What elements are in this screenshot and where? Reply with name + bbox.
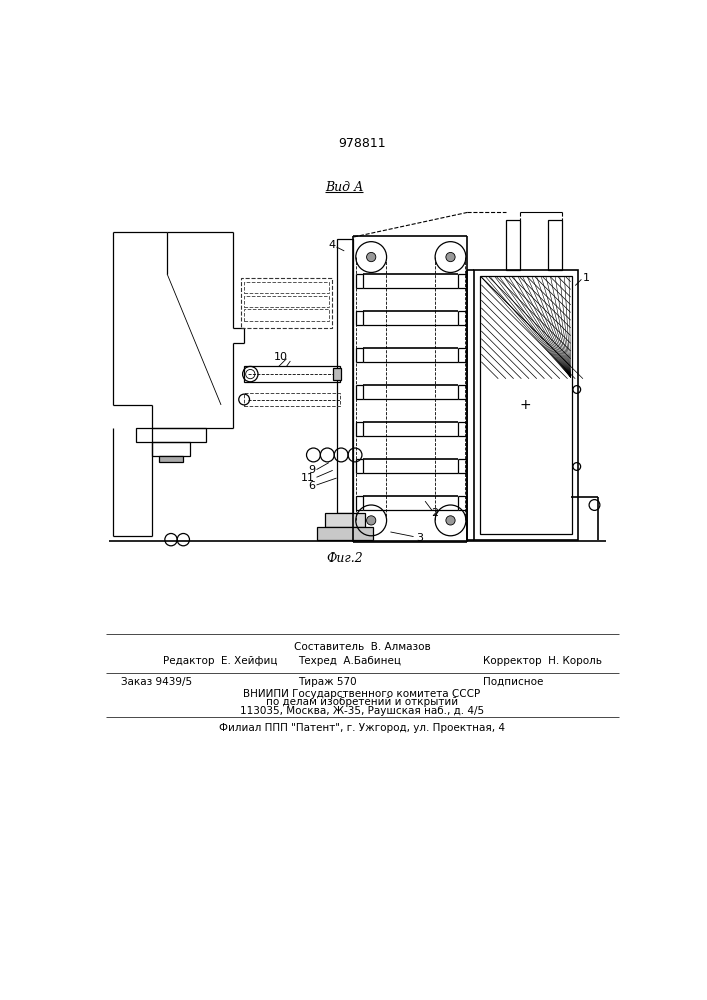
Bar bbox=[244, 296, 329, 307]
Bar bbox=[241, 278, 332, 328]
Bar bbox=[244, 282, 329, 293]
Text: Заказ 9439/5: Заказ 9439/5 bbox=[121, 677, 192, 687]
Circle shape bbox=[366, 516, 376, 525]
Circle shape bbox=[446, 252, 455, 262]
Bar bbox=[480, 276, 572, 534]
Bar bbox=[244, 393, 340, 406]
Text: Составитель  В. Алмазов: Составитель В. Алмазов bbox=[293, 642, 431, 652]
Bar bbox=[506, 220, 520, 270]
Text: 2: 2 bbox=[431, 508, 438, 518]
Text: 113035, Москва, Ж-35, Раушская наб., д. 4/5: 113035, Москва, Ж-35, Раушская наб., д. … bbox=[240, 706, 484, 716]
Bar bbox=[136, 428, 206, 442]
Text: Подписное: Подписное bbox=[483, 677, 543, 687]
Text: 9: 9 bbox=[308, 465, 315, 475]
Text: 3: 3 bbox=[416, 533, 423, 543]
Text: Филиал ППП "Патент", г. Ужгород, ул. Проектная, 4: Филиал ППП "Патент", г. Ужгород, ул. Про… bbox=[219, 723, 505, 733]
Text: Фиг.2: Фиг.2 bbox=[326, 552, 363, 565]
Circle shape bbox=[446, 516, 455, 525]
Bar bbox=[152, 442, 190, 456]
Text: 1: 1 bbox=[583, 273, 590, 283]
Text: Тираж 570: Тираж 570 bbox=[298, 677, 356, 687]
Bar bbox=[325, 513, 365, 527]
Text: по делам изобретений и открытий: по делам изобретений и открытий bbox=[266, 697, 458, 707]
Text: 978811: 978811 bbox=[338, 137, 386, 150]
Text: 6: 6 bbox=[308, 481, 315, 491]
Circle shape bbox=[366, 252, 376, 262]
Bar bbox=[549, 220, 562, 270]
Text: Редактор  Е. Хейфиц: Редактор Е. Хейфиц bbox=[163, 656, 278, 666]
Bar bbox=[244, 366, 340, 382]
Text: Техред  А.Бабинец: Техред А.Бабинец bbox=[298, 656, 401, 666]
Bar bbox=[334, 368, 341, 380]
Text: 4: 4 bbox=[328, 240, 336, 250]
Bar bbox=[317, 527, 373, 540]
Text: 11: 11 bbox=[301, 473, 315, 483]
Text: 10: 10 bbox=[274, 352, 288, 362]
Text: Вид А: Вид А bbox=[325, 181, 363, 194]
Text: Корректор  Н. Король: Корректор Н. Король bbox=[483, 656, 602, 666]
Text: ВНИИПИ Государственного комитета СССР: ВНИИПИ Государственного комитета СССР bbox=[243, 689, 481, 699]
Bar bbox=[474, 270, 578, 540]
Bar bbox=[337, 239, 354, 513]
Bar bbox=[160, 456, 182, 462]
Bar bbox=[244, 309, 329, 321]
Text: +: + bbox=[520, 398, 531, 412]
